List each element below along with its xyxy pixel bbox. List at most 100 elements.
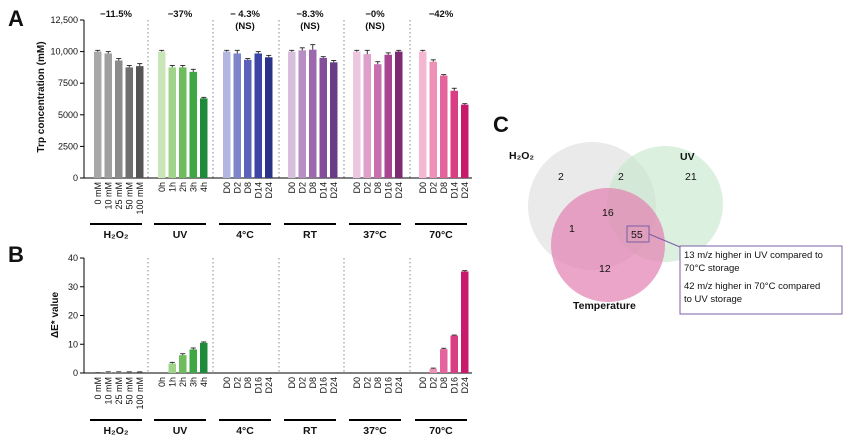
panel-a-category-label: D14	[449, 182, 459, 199]
venn-count-temperature-only: 12	[599, 263, 611, 275]
panel-b-bar	[104, 372, 112, 373]
panel-a-bar	[429, 61, 437, 178]
panel-a-category-label: 10 mM	[103, 182, 113, 210]
venn-count-h2o2-temperature: 1	[569, 223, 575, 235]
panel-a-bar	[233, 53, 241, 178]
panel-a-significance-label: (NS)	[300, 21, 320, 32]
panel-b-bar	[189, 349, 197, 373]
panel-a-bar	[461, 104, 469, 178]
panel-a-category-label: D0	[352, 182, 362, 194]
panel-b-bar	[450, 335, 458, 373]
panel-b-category-label: D0	[352, 377, 362, 389]
panel-a-bar	[223, 51, 231, 178]
panel-a-significance-label: (NS)	[365, 21, 385, 32]
panel-b-group-label: 37°C	[363, 425, 387, 437]
panel-a-bar	[104, 53, 112, 178]
panel-a-category-label: D0	[418, 182, 428, 194]
panel-a-bar	[168, 67, 176, 178]
panel-b-category-label: D2	[297, 377, 307, 389]
panel-b-category-label: D0	[222, 377, 232, 389]
panel-b-y-tick-label: 10	[68, 339, 78, 349]
panel-a-group-label: RT	[303, 229, 318, 241]
panel-a-bar	[179, 67, 187, 178]
panel-a-bar	[115, 60, 123, 179]
panel-b-category-label: 1h	[167, 377, 177, 387]
panel-a-bar	[158, 51, 166, 178]
panel-a-category-label: 2h	[178, 182, 188, 192]
venn-label-temperature: Temperature	[573, 300, 636, 312]
panel-a-bar	[309, 49, 317, 179]
panel-a-change-label: −0%	[365, 9, 385, 20]
panel-a-category-label: D8	[373, 182, 383, 194]
panel-b-group-label: 70°C	[429, 425, 453, 437]
panel-label-b: B	[8, 242, 24, 267]
panel-a-category-label: D0	[222, 182, 232, 194]
panel-a-category-label: 1h	[167, 182, 177, 192]
panel-b-category-label: D2	[428, 377, 438, 389]
panel-a-bar	[319, 57, 327, 178]
panel-a-category-label: D8	[439, 182, 449, 194]
panel-b-category-label: D24	[329, 377, 339, 394]
panel-b-y-tick-label: 30	[68, 282, 78, 292]
panel-b-bar	[125, 372, 133, 373]
panel-b-y-axis-label: ΔE* value	[50, 292, 61, 339]
panel-b-bar	[115, 372, 123, 373]
panel-a-bar	[288, 51, 296, 178]
panel-a-category-label: D0	[287, 182, 297, 194]
panel-a-y-tick-label: 5000	[58, 110, 78, 120]
panel-a-category-label: D16	[383, 182, 393, 199]
panel-b-bar	[179, 355, 187, 373]
panel-a-bar	[353, 51, 361, 178]
panel-a-bar	[395, 51, 403, 178]
panel-a-bar	[298, 50, 306, 178]
panel-a-significance-label: (NS)	[235, 21, 255, 32]
panel-a-category-label: 4h	[199, 182, 209, 192]
panel-a-group-label: H₂O₂	[103, 229, 128, 241]
panel-a-category-label: 100 mM	[135, 182, 145, 215]
panel-a-bar	[200, 98, 208, 178]
panel-b-y-tick-label: 0	[73, 368, 78, 378]
venn-count-uv-temperature: 55	[631, 229, 643, 241]
panel-b-category-label: 50 mM	[124, 377, 134, 405]
panel-b-bar	[429, 368, 437, 373]
panel-a-category-label: 0 mM	[93, 182, 103, 205]
panel-a-bar	[94, 51, 102, 178]
panel-b-category-label: D16	[383, 377, 393, 394]
panel-a-category-label: 3h	[188, 182, 198, 192]
panel-a-bar	[330, 62, 338, 178]
panel-b-category-label: D8	[243, 377, 253, 389]
panel-b-bar	[461, 271, 469, 373]
panel-a-change-label: −11.5%	[100, 9, 133, 20]
panel-b-category-label: D2	[362, 377, 372, 389]
panel-b-category-label: D24	[460, 377, 470, 394]
panel-a-category-label: D8	[243, 182, 253, 194]
panel-a-category-label: D8	[308, 182, 318, 194]
panel-a-bar	[254, 53, 262, 178]
panel-a-bar	[136, 66, 144, 178]
panel-a-group-label: 70°C	[429, 229, 453, 241]
panel-a-category-label: D24	[329, 182, 339, 199]
panel-b-category-label: 2h	[178, 377, 188, 387]
panel-label-c: C	[493, 112, 509, 137]
panel-b-y-tick-label: 20	[68, 311, 78, 321]
panel-b-y-tick-label: 40	[68, 253, 78, 263]
panel-a-bar-chart: Trp concentration (mM) 0 2500 5000 7500 10,0…	[36, 9, 472, 241]
venn-count-all-three: 16	[602, 207, 614, 219]
panel-a-category-label: D2	[428, 182, 438, 194]
panel-a-category-label: D24	[460, 182, 470, 199]
panel-a-category-label: D2	[232, 182, 242, 194]
panel-a-category-label: D14	[318, 182, 328, 199]
panel-b-bar	[200, 342, 208, 373]
panel-b-category-label: 0h	[157, 377, 167, 387]
panel-b-category-label: D16	[318, 377, 328, 394]
venn-note-connector	[648, 233, 681, 248]
venn-note-box	[679, 245, 843, 315]
panel-b-category-label: 25 mM	[114, 377, 124, 405]
panel-b-category-label: D8	[439, 377, 449, 389]
panel-c-venn-diagram: H₂O₂ UV Temperature 2 2 21 16 1 12 55 13…	[509, 142, 843, 315]
panel-b-category-label: 4h	[199, 377, 209, 387]
panel-a-bar	[419, 51, 427, 178]
panel-a-y-tick-label: 7500	[58, 78, 78, 88]
panel-b-category-label: 3h	[188, 377, 198, 387]
panel-b-group-label: 4°C	[236, 425, 254, 437]
